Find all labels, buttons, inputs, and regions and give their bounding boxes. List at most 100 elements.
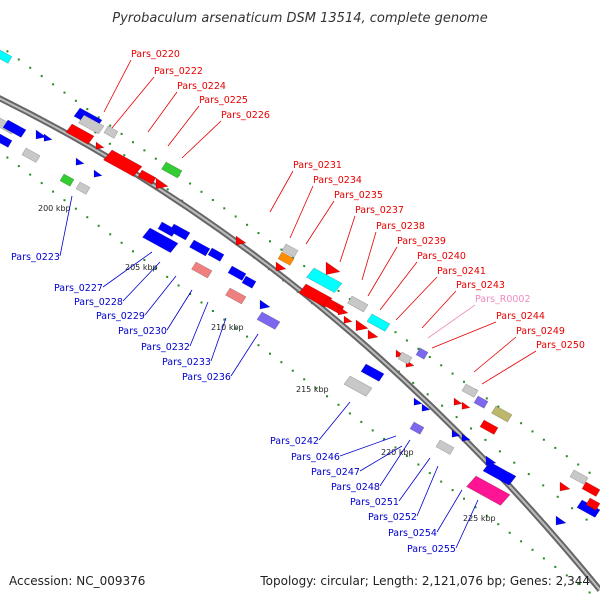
gene-block[interactable] — [581, 481, 600, 497]
gene-block[interactable] — [397, 351, 413, 365]
gene-block[interactable] — [461, 383, 479, 398]
gene-block[interactable] — [479, 419, 499, 435]
gene-block[interactable] — [103, 125, 119, 139]
gene-block[interactable] — [281, 243, 299, 258]
gene-block[interactable] — [142, 227, 179, 254]
gene-label[interactable]: Pars_0247 — [311, 467, 360, 478]
gene-block[interactable] — [137, 169, 157, 185]
gene-block[interactable] — [451, 429, 461, 438]
gene-block[interactable] — [421, 403, 431, 412]
gene-block[interactable] — [347, 295, 369, 313]
gene-label[interactable]: Pars_0226 — [221, 110, 270, 121]
gene-label[interactable]: Pars_0235 — [334, 190, 383, 201]
gene-block[interactable] — [43, 133, 53, 142]
gene-block[interactable] — [325, 261, 341, 275]
gene-label[interactable]: Pars_0251 — [350, 497, 399, 508]
gene-block[interactable] — [461, 433, 471, 442]
gene-block[interactable] — [277, 251, 295, 266]
gene-block[interactable] — [275, 261, 287, 272]
gene-block[interactable] — [157, 221, 177, 237]
gene-label[interactable]: Pars_0232 — [141, 342, 190, 353]
gene-block[interactable] — [366, 313, 391, 332]
gene-block[interactable] — [103, 149, 143, 177]
gene-block[interactable] — [93, 169, 103, 178]
gene-label[interactable]: Pars_0229 — [96, 311, 145, 322]
gene-label[interactable]: Pars_0228 — [74, 297, 123, 308]
gene-block[interactable] — [298, 283, 333, 308]
gene-block[interactable] — [337, 305, 349, 316]
gene-block[interactable] — [78, 114, 105, 135]
gene-label[interactable]: Pars_0239 — [397, 236, 446, 247]
gene-block[interactable] — [2, 119, 27, 138]
gene-label[interactable]: Pars_R0002 — [475, 294, 531, 305]
gene-block[interactable] — [482, 461, 517, 486]
gene-block[interactable] — [413, 397, 423, 406]
gene-block[interactable] — [559, 481, 571, 492]
gene-block[interactable] — [435, 439, 455, 455]
gene-block[interactable] — [306, 267, 343, 294]
gene-block[interactable] — [95, 141, 105, 150]
gene-block[interactable] — [259, 299, 271, 310]
gene-label[interactable]: Pars_0225 — [199, 95, 248, 106]
gene-block[interactable] — [75, 157, 85, 166]
gene-block[interactable] — [227, 265, 247, 281]
gene-label[interactable]: Pars_0234 — [313, 175, 362, 186]
gene-label[interactable]: Pars_0238 — [376, 221, 425, 232]
gene-label[interactable]: Pars_0241 — [437, 266, 486, 277]
gene-label[interactable]: Pars_0244 — [496, 311, 545, 322]
gene-block[interactable] — [191, 261, 213, 279]
gene-block[interactable] — [35, 129, 47, 140]
gene-block[interactable] — [225, 287, 247, 305]
gene-label[interactable]: Pars_0254 — [388, 528, 437, 539]
gene-label[interactable]: Pars_0243 — [456, 280, 505, 291]
gene-label[interactable]: Pars_0224 — [177, 81, 226, 92]
gene-block[interactable] — [360, 363, 385, 382]
gene-block[interactable] — [585, 497, 600, 511]
gene-label[interactable]: Pars_0255 — [407, 544, 456, 555]
gene-label[interactable]: Pars_0223 — [11, 252, 60, 263]
gene-block[interactable] — [75, 181, 91, 195]
gene-label[interactable]: Pars_0222 — [154, 66, 203, 77]
gene-block[interactable] — [256, 311, 281, 330]
gene-label[interactable]: Pars_0236 — [182, 372, 231, 383]
gene-block[interactable] — [343, 375, 373, 397]
gene-block[interactable] — [21, 147, 41, 163]
gene-block[interactable] — [0, 133, 13, 148]
gene-block[interactable] — [235, 235, 247, 246]
gene-label[interactable]: Pars_0248 — [331, 482, 380, 493]
gene-block[interactable] — [569, 469, 589, 485]
gene-block[interactable] — [189, 239, 211, 257]
gene-label[interactable]: Pars_0227 — [54, 283, 103, 294]
gene-label[interactable]: Pars_0246 — [291, 452, 340, 463]
gene-block[interactable] — [415, 347, 429, 360]
gene-block[interactable] — [59, 173, 75, 187]
gene-label[interactable]: Pars_0231 — [293, 160, 342, 171]
gene-block[interactable] — [453, 397, 463, 406]
gene-block[interactable] — [241, 275, 257, 289]
gene-label[interactable]: Pars_0242 — [270, 436, 319, 447]
gene-label[interactable]: Pars_0220 — [131, 49, 180, 60]
gene-block[interactable] — [466, 475, 511, 506]
scale-tick — [6, 156, 9, 159]
gene-block[interactable] — [343, 315, 353, 324]
gene-block[interactable] — [65, 123, 95, 145]
gene-block[interactable] — [473, 395, 489, 409]
gene-block[interactable] — [461, 401, 471, 410]
scale-tick — [177, 284, 180, 287]
gene-block[interactable] — [491, 405, 513, 423]
gene-block[interactable] — [555, 515, 567, 526]
gene-label[interactable]: Pars_0249 — [516, 326, 565, 337]
gene-block[interactable] — [207, 247, 225, 262]
gene-label[interactable]: Pars_0230 — [118, 326, 167, 337]
gene-label[interactable]: Pars_0250 — [536, 340, 585, 351]
gene-label[interactable]: Pars_0240 — [417, 251, 466, 262]
gene-label[interactable]: Pars_0237 — [355, 205, 404, 216]
gene-label[interactable]: Pars_0252 — [368, 512, 417, 523]
gene-block[interactable] — [367, 329, 379, 340]
gene-block[interactable] — [355, 319, 369, 332]
gene-block[interactable] — [155, 177, 169, 190]
gene-label[interactable]: Pars_0233 — [162, 357, 211, 368]
gene-block[interactable] — [0, 49, 13, 64]
gene-block[interactable] — [161, 161, 183, 179]
gene-block[interactable] — [409, 421, 425, 435]
